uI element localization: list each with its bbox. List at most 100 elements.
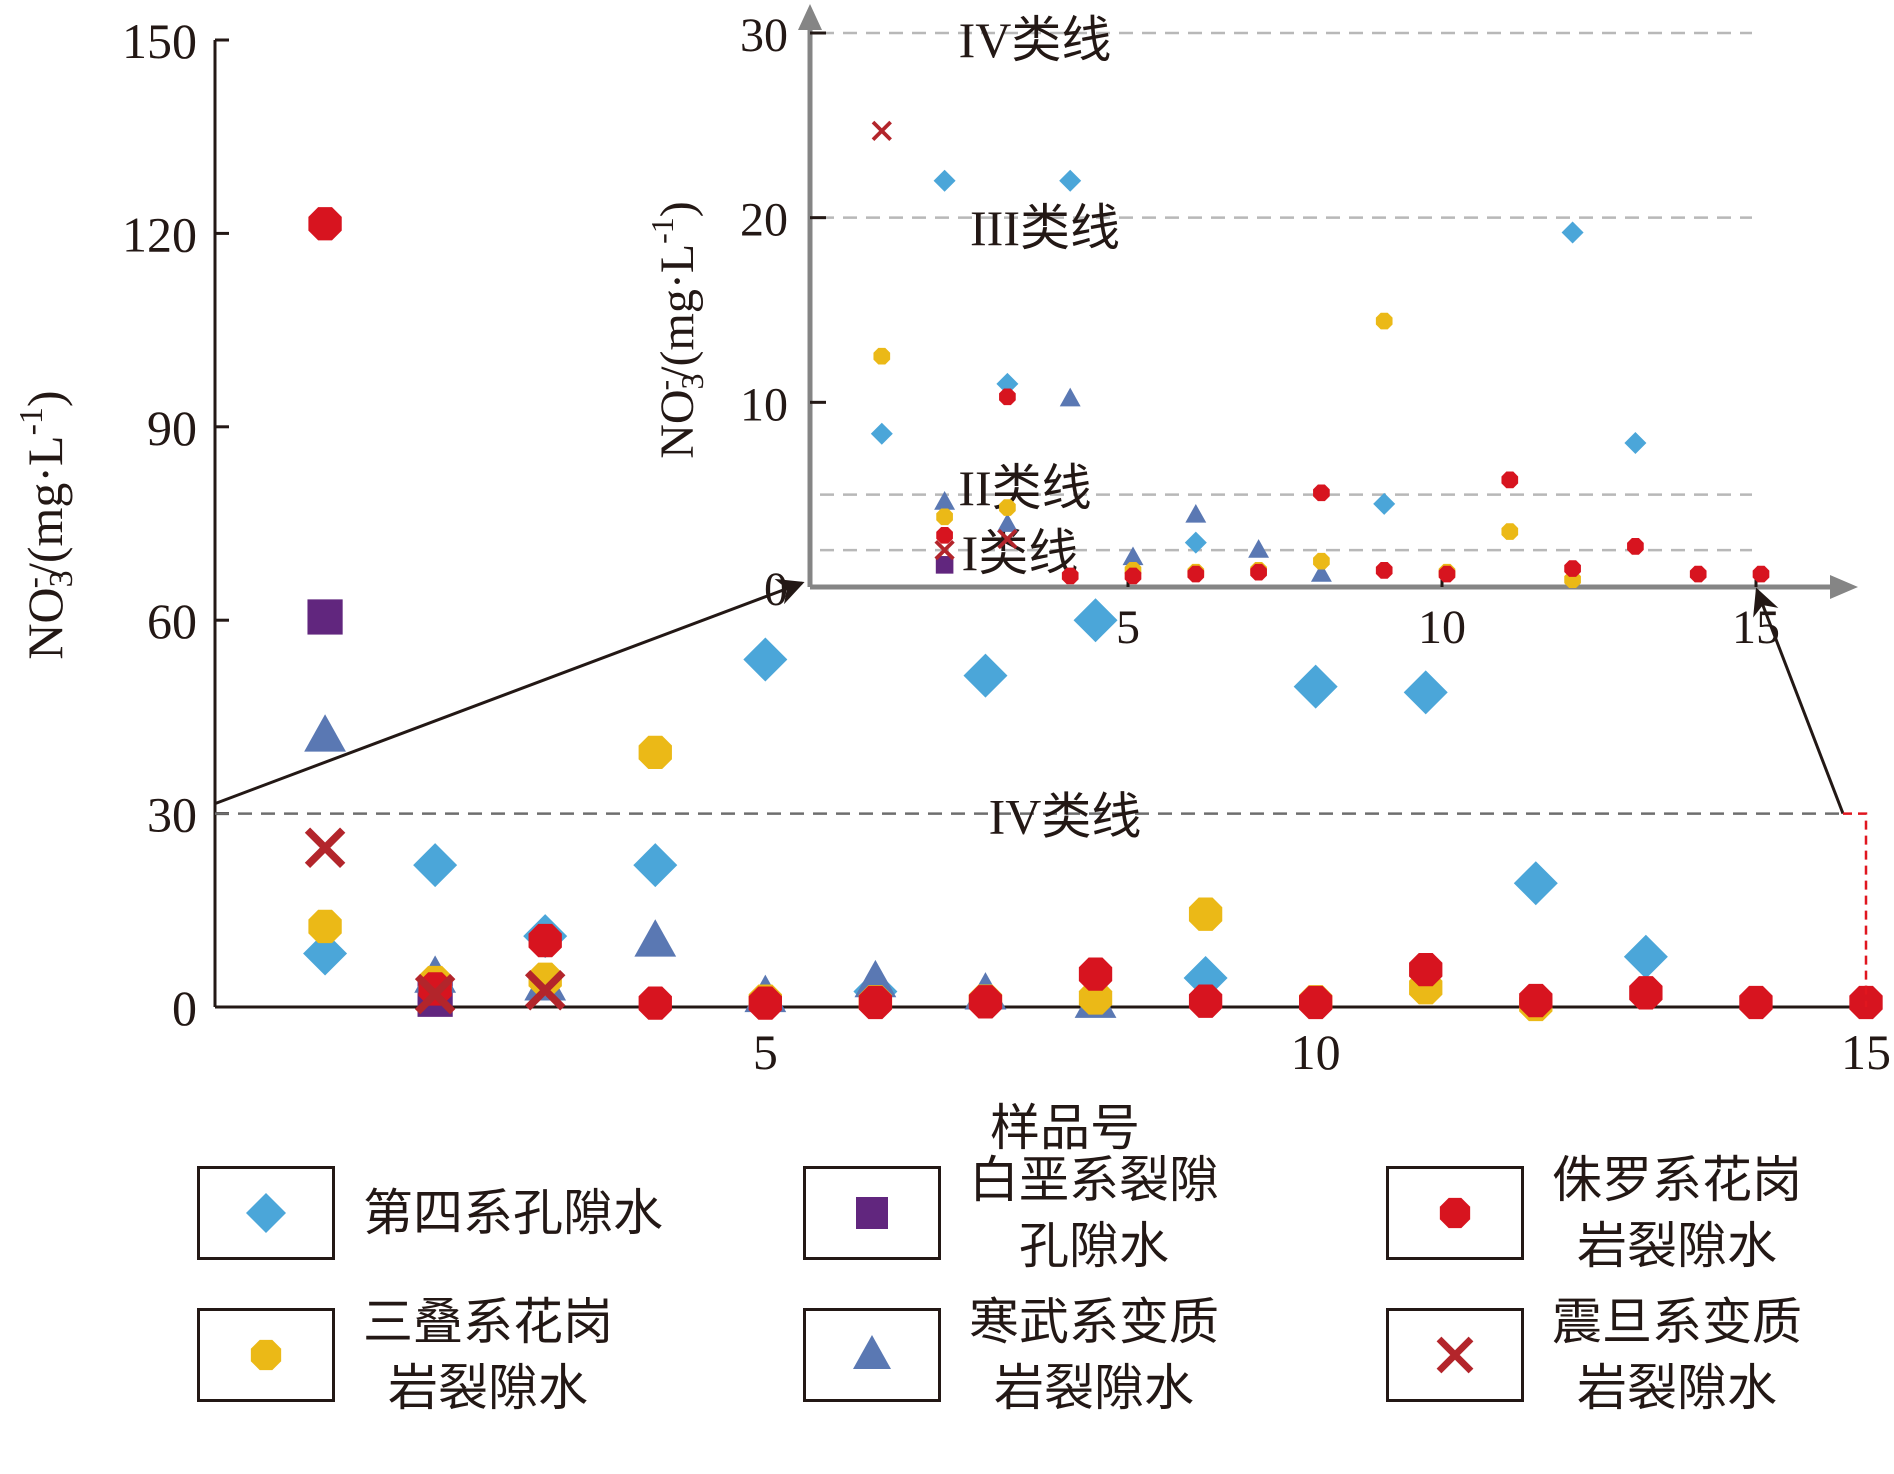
inset-y-axis-label: NO3-/(mg·L-1) bbox=[644, 201, 710, 459]
main-y-tick-label: 120 bbox=[122, 206, 197, 262]
connector-arrow-right bbox=[1753, 587, 1845, 815]
main-data-point bbox=[307, 599, 343, 635]
main-data-point bbox=[1739, 985, 1773, 1020]
inset-data-point bbox=[1124, 567, 1142, 585]
inset-data-point bbox=[1187, 565, 1205, 583]
inset-data-point bbox=[934, 491, 956, 510]
main-data-point bbox=[1409, 952, 1443, 987]
inset-data-point bbox=[1375, 312, 1393, 330]
main-data-point bbox=[304, 714, 346, 752]
main-data-point bbox=[1078, 957, 1113, 991]
zoom-region-outline bbox=[1843, 812, 1868, 1007]
inset-y-tick-label: 10 bbox=[740, 378, 788, 431]
main-data-point bbox=[854, 959, 897, 998]
inset-data-point bbox=[1061, 567, 1079, 585]
main-y-tick-label: 150 bbox=[122, 13, 197, 69]
inset-data-point bbox=[1059, 169, 1082, 192]
main-data-point bbox=[303, 931, 348, 976]
inset-data-point bbox=[1689, 565, 1707, 583]
inset-data-point bbox=[870, 422, 893, 445]
inset-data-point bbox=[935, 556, 954, 574]
inset-data-point bbox=[1438, 565, 1456, 583]
inset-data-point bbox=[999, 499, 1016, 516]
connector-arrow-left bbox=[214, 578, 805, 806]
main-data-point bbox=[1293, 664, 1338, 709]
inset-data-point bbox=[936, 526, 953, 544]
inset-x-tick-label: 10 bbox=[1418, 601, 1466, 654]
main-data-point bbox=[634, 919, 677, 957]
inset-data-point bbox=[1373, 492, 1396, 515]
inset-data-point bbox=[1564, 560, 1581, 577]
inset-y-tick-label: 30 bbox=[740, 9, 788, 62]
main-data-point bbox=[1519, 983, 1553, 1018]
main-data-point bbox=[638, 986, 672, 1020]
main-data-point bbox=[1073, 598, 1118, 643]
inset-data-point bbox=[999, 388, 1016, 406]
inset-data-point bbox=[1313, 552, 1330, 570]
inset-data-point bbox=[1059, 387, 1081, 407]
inset-x-axis-arrow bbox=[1830, 575, 1858, 599]
inset-y-axis-arrow bbox=[798, 4, 822, 30]
main-x-axis-label: 样品号 bbox=[990, 1100, 1140, 1156]
inset-data-point bbox=[1248, 539, 1270, 558]
inset-data-point bbox=[996, 513, 1018, 532]
inset-data-point bbox=[997, 528, 1018, 550]
main-data-point bbox=[1629, 976, 1663, 1010]
inset-data-point bbox=[1752, 565, 1770, 583]
main-data-point bbox=[633, 843, 678, 888]
inset-data-point bbox=[1185, 503, 1207, 523]
main-y-axis-label: NO3-/(mg·L-1) bbox=[13, 390, 80, 659]
inset-data-point bbox=[996, 372, 1019, 395]
main-data-point bbox=[1188, 984, 1223, 1018]
inset-data-point bbox=[1624, 431, 1647, 454]
zoom-connectors bbox=[214, 578, 1868, 1007]
main-data-point bbox=[308, 909, 342, 944]
main-x-tick-label: 10 bbox=[1291, 1024, 1341, 1080]
main-y-tick-label: 30 bbox=[147, 787, 197, 843]
main-data-point bbox=[858, 985, 893, 1020]
main-data-point bbox=[1078, 981, 1113, 1015]
inset-reference-label: I类线 bbox=[962, 525, 1079, 581]
inset-reference-label: IV类线 bbox=[959, 12, 1112, 68]
inset-reference-label: II类线 bbox=[958, 460, 1091, 516]
inset-y-tick-label: 20 bbox=[740, 194, 788, 247]
inset-data-point bbox=[1184, 531, 1207, 554]
main-y-tick-label: 90 bbox=[147, 400, 197, 456]
main-data-point bbox=[528, 923, 562, 958]
inset-data-point bbox=[1561, 221, 1584, 244]
inset-data-point bbox=[1250, 563, 1267, 581]
inset-data-point bbox=[873, 347, 891, 365]
main-data-point bbox=[528, 962, 562, 996]
main-data-point bbox=[1513, 861, 1558, 906]
inset-data-point bbox=[934, 539, 955, 561]
inset-data-point bbox=[1501, 523, 1519, 540]
main-data-point bbox=[1298, 985, 1333, 1020]
main-y-tick-label: 0 bbox=[172, 980, 197, 1036]
main-plot: 0 30 60 90 120 150 5 10 15 IV类线 NO3-/(mg·L-1) 样品号 bbox=[13, 13, 1891, 1156]
main-data-point bbox=[748, 986, 783, 1020]
main-data-point bbox=[1403, 670, 1448, 715]
main-data-point bbox=[968, 985, 1003, 1019]
inset-data-point bbox=[1627, 538, 1644, 555]
main-data-point bbox=[1623, 934, 1668, 979]
main-reference-label: IV类线 bbox=[989, 789, 1142, 845]
main-data-point bbox=[414, 973, 456, 1015]
main-data-point bbox=[963, 653, 1008, 698]
main-y-tick-label: 60 bbox=[147, 593, 197, 649]
main-data-point bbox=[1188, 897, 1223, 931]
inset-data-point bbox=[933, 169, 956, 192]
inset-data-point bbox=[871, 120, 892, 141]
inset-data-point bbox=[1375, 562, 1393, 579]
inset-data-point bbox=[1313, 484, 1330, 502]
inset-reference-label: III类线 bbox=[970, 200, 1120, 256]
main-data-point bbox=[308, 207, 342, 241]
main-data-point bbox=[638, 735, 672, 770]
inset-data-point bbox=[1310, 563, 1332, 582]
inset-data-point bbox=[1122, 546, 1144, 566]
main-x-tick-label: 5 bbox=[753, 1024, 778, 1080]
main-data-point bbox=[413, 843, 458, 888]
main-data-point bbox=[304, 827, 346, 869]
main-data-point bbox=[743, 637, 788, 682]
